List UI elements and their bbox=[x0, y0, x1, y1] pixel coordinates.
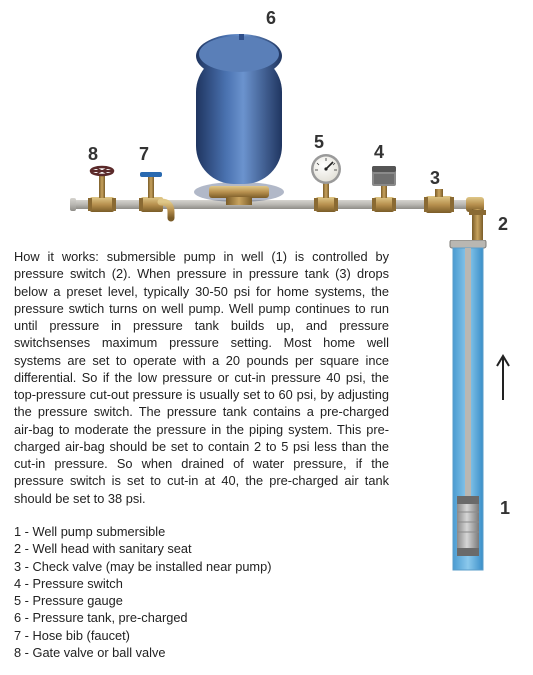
gate-valve bbox=[88, 167, 116, 212]
hose-bib bbox=[139, 172, 171, 218]
main-pipe bbox=[74, 200, 479, 209]
legend-1: 1 - Well pump submersible bbox=[14, 523, 519, 540]
label-3: 3 bbox=[430, 168, 440, 189]
legend-4: 4 - Pressure switch bbox=[14, 575, 519, 592]
label-1: 1 bbox=[500, 498, 510, 519]
label-2: 2 bbox=[498, 214, 508, 235]
legend-8: 8 - Gate valve or ball valve bbox=[14, 644, 519, 661]
well-system-diagram: 6 8 7 5 4 3 2 bbox=[14, 14, 519, 244]
how-it-works-text: How it works: submersible pump in well (… bbox=[14, 248, 389, 507]
legend-2: 2 - Well head with sanitary seat bbox=[14, 540, 519, 557]
label-8: 8 bbox=[88, 144, 98, 165]
legend-5: 5 - Pressure gauge bbox=[14, 592, 519, 609]
label-6: 6 bbox=[266, 8, 276, 29]
legend-3: 3 - Check valve (may be installed near p… bbox=[14, 558, 519, 575]
check-valve bbox=[424, 189, 454, 213]
legend-6: 6 - Pressure tank, pre-charged bbox=[14, 609, 519, 626]
pressure-switch bbox=[372, 166, 396, 212]
pressure-gauge bbox=[311, 154, 341, 212]
pipe-end-left bbox=[70, 198, 76, 211]
well-column bbox=[445, 240, 495, 578]
component-legend: 1 - Well pump submersible 2 - Well head … bbox=[14, 523, 519, 661]
label-4: 4 bbox=[374, 142, 384, 163]
elbow-and-drop bbox=[466, 197, 486, 242]
pressure-tank bbox=[194, 34, 284, 205]
label-5: 5 bbox=[314, 132, 324, 153]
pipe-assembly-svg bbox=[14, 14, 519, 244]
legend-7: 7 - Hose bib (faucet) bbox=[14, 627, 519, 644]
flow-arrow bbox=[494, 352, 512, 402]
label-7: 7 bbox=[139, 144, 149, 165]
